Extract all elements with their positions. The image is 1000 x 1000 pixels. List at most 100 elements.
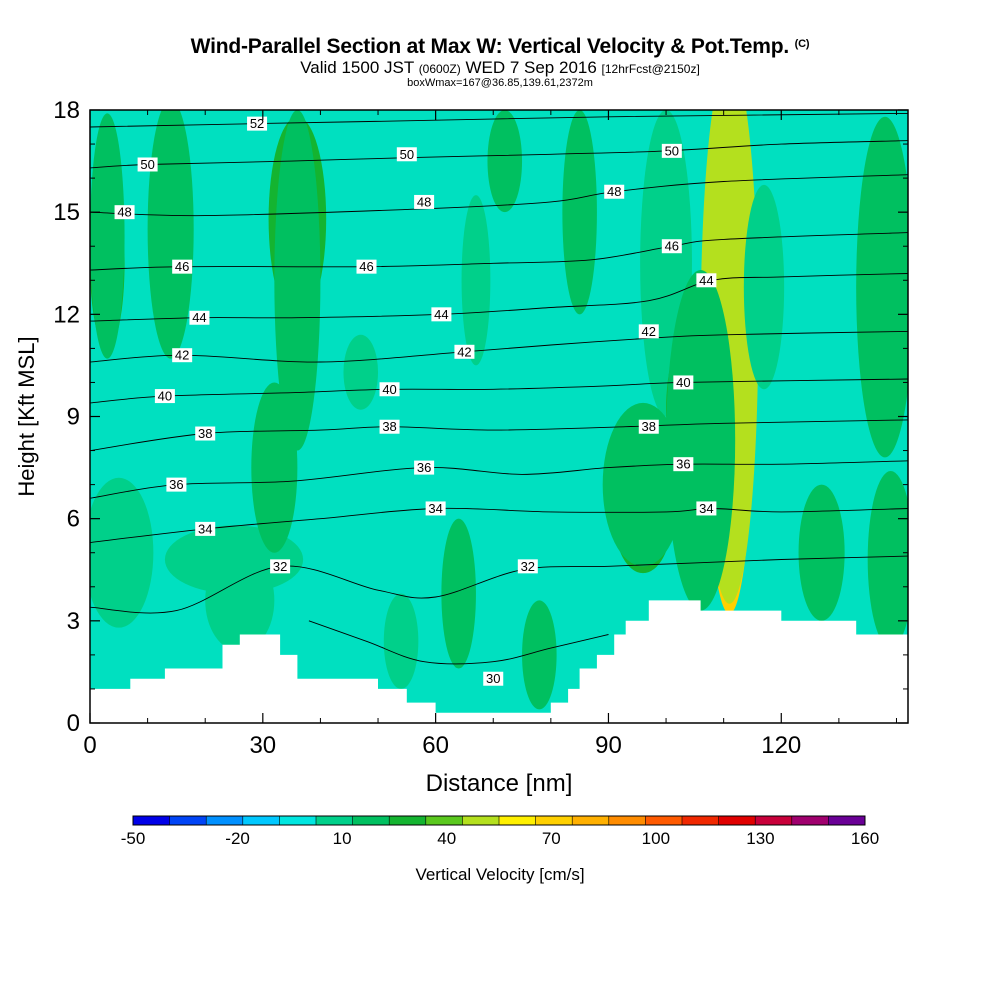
velocity-region [666,270,736,611]
contour-label: 36 [414,460,435,475]
theta-contour [90,140,908,169]
y-tick-label: 12 [53,301,80,328]
svg-text:42: 42 [175,348,189,363]
y-tick-label: 18 [53,97,80,124]
velocity-region [602,402,684,567]
valid-time: Valid 1500 JST [300,58,414,77]
svg-text:46: 46 [175,259,189,274]
contour-label: 40 [154,389,175,404]
colorbar-swatch [828,816,866,825]
copyright-mark: (C) [794,38,810,50]
svg-text:40: 40 [158,389,172,404]
colorbar-label: Vertical Velocity [cm/s] [415,865,584,884]
theta-contour [90,555,908,614]
svg-text:42: 42 [457,344,471,359]
x-axis-label: Distance [nm] [426,770,573,797]
colorbar-tick-label: 40 [437,829,456,848]
svg-text:46: 46 [359,259,373,274]
contour-label: 42 [172,348,193,363]
contour-label: 46 [172,259,193,274]
theta-contour [90,419,908,452]
chart-title-text: Wind-Parallel Section at Max W: Vertical… [190,35,790,58]
theta-contour [90,460,908,499]
y-tick-label: 9 [67,404,80,431]
contour-label: 42 [638,324,659,339]
colorbar-tick-label: -50 [121,829,146,848]
chart-subtitle: Valid 1500 JST (0600Z) WED 7 Sep 2016 [1… [0,58,1000,78]
svg-text:42: 42 [642,324,656,339]
contour-label: 34 [696,501,717,516]
svg-text:40: 40 [382,382,396,397]
colorbar-swatch [682,816,719,825]
velocity-region [441,518,476,669]
svg-text:32: 32 [521,559,535,574]
velocity-region [856,116,908,458]
contour-label: 38 [379,419,400,434]
theta-contour [90,330,908,363]
y-tick-label: 3 [67,608,80,635]
contour-label: 44 [696,273,717,288]
contour-label: 46 [661,239,682,254]
theta-contour [90,507,908,543]
colorbar-tick-label: -20 [225,829,250,848]
contour-label: 38 [638,419,659,434]
valid-utc: (0600Z) [418,62,461,76]
contour-label: 48 [604,184,625,199]
svg-text:48: 48 [117,205,131,220]
velocity-region [343,334,379,410]
velocity-region [867,471,908,649]
svg-text:36: 36 [676,457,690,472]
y-tick-label: 0 [67,710,80,737]
colorbar-swatch [169,816,207,825]
contour-label: 34 [195,521,216,536]
velocity-region [461,195,491,366]
x-tick-label: 120 [761,732,801,759]
svg-text:36: 36 [169,477,183,492]
velocity-region [522,600,557,710]
contour-label: 34 [425,501,446,516]
svg-text:48: 48 [417,194,431,209]
svg-text:34: 34 [428,501,442,516]
box-info: boxWmax=167@36.85,139.61,2372m [407,77,593,89]
colorbar-swatch [572,816,610,825]
contour-label: 36 [673,457,694,472]
y-tick-label: 15 [53,199,80,226]
theta-contour [90,112,908,128]
colorbar-swatch [389,816,427,825]
terrain [90,600,908,723]
colorbar-swatch [535,816,573,825]
colorbar-tick-label: 130 [746,829,774,848]
contour-label: 38 [195,426,216,441]
svg-text:38: 38 [198,426,212,441]
colorbar-swatch [645,816,683,825]
chart-title: Wind-Parallel Section at Max W: Vertical… [0,35,1000,59]
theta-contour [90,232,908,271]
colorbar-tick-label: 160 [851,829,879,848]
svg-text:50: 50 [665,143,679,158]
contour-label: 44 [431,307,452,322]
svg-text:48: 48 [607,184,621,199]
colorbar-swatch [242,816,280,825]
velocity-region [90,477,154,628]
y-axis-label: Height [Kft MSL] [14,336,39,496]
velocity-region [562,110,597,315]
svg-text:50: 50 [400,147,414,162]
contour-label: 30 [483,671,504,686]
svg-text:46: 46 [665,239,679,254]
velocity-region [798,484,845,621]
svg-text:50: 50 [140,157,154,172]
svg-text:32: 32 [273,559,287,574]
colorbar-swatch [462,816,500,825]
contour-label: 32 [270,559,291,574]
colorbar-swatch [279,816,317,825]
colorbar-tick-label: 10 [333,829,352,848]
x-tick-label: 30 [249,732,276,759]
colorbar-swatch [499,816,536,825]
contour-label: 40 [673,375,694,390]
velocity-region [90,113,125,359]
contour-label: 48 [414,194,435,209]
colorbar-swatch [425,816,463,825]
contour-label: 48 [114,205,135,220]
contour-label: 50 [661,143,682,158]
svg-text:38: 38 [382,419,396,434]
